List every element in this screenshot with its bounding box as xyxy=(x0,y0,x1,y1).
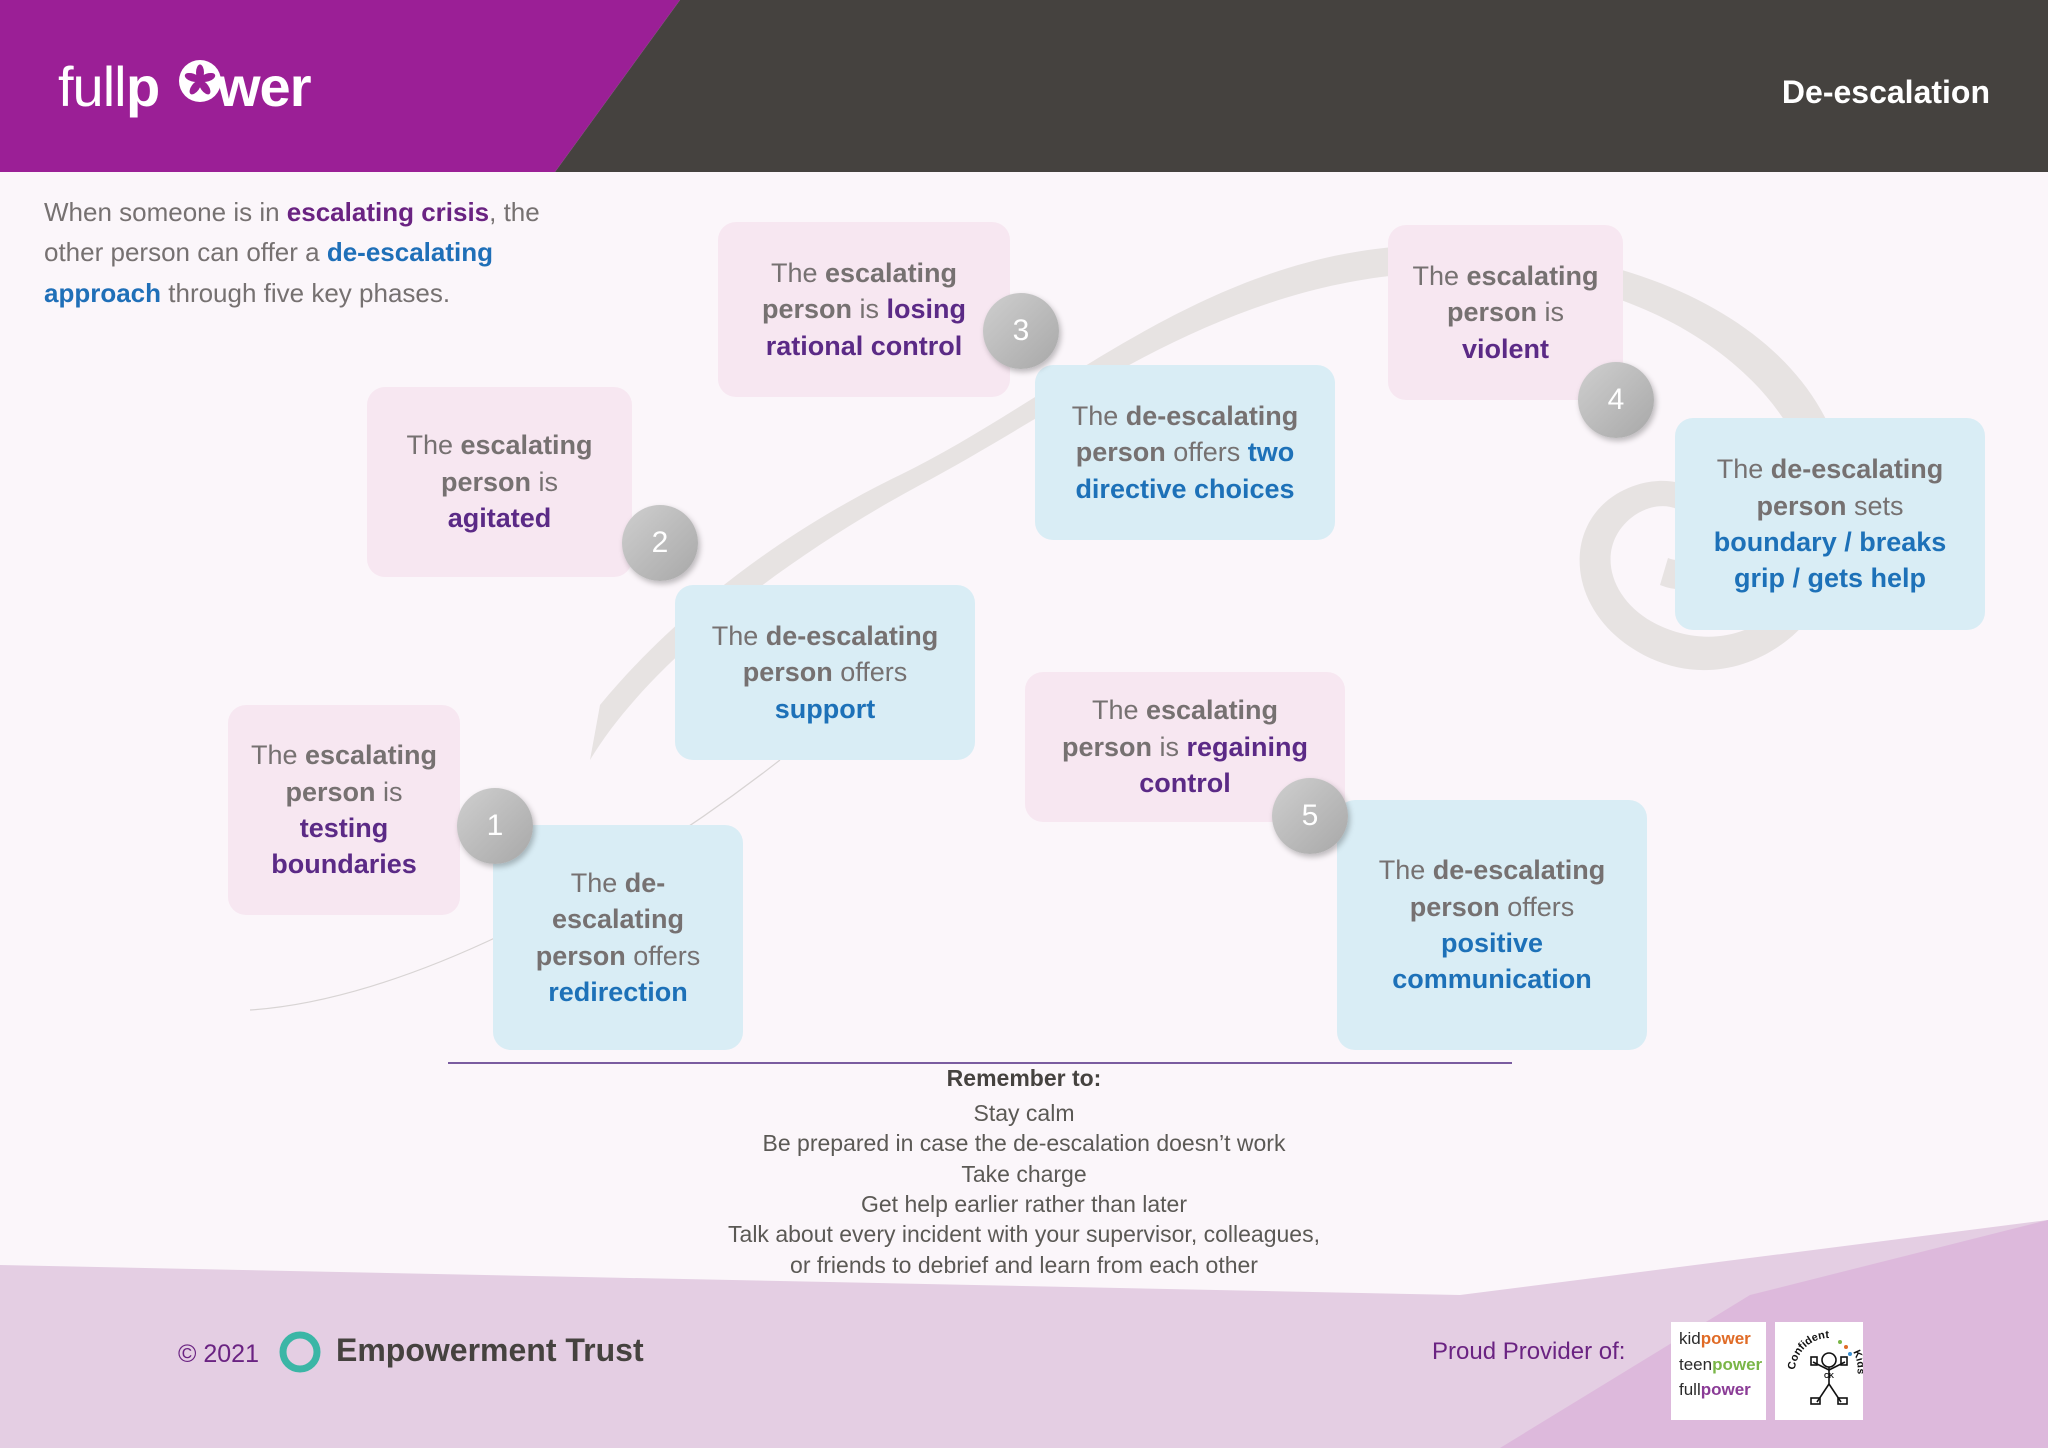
svg-text:CK: CK xyxy=(1824,1373,1834,1380)
svg-text:Kids: Kids xyxy=(1850,1348,1863,1375)
